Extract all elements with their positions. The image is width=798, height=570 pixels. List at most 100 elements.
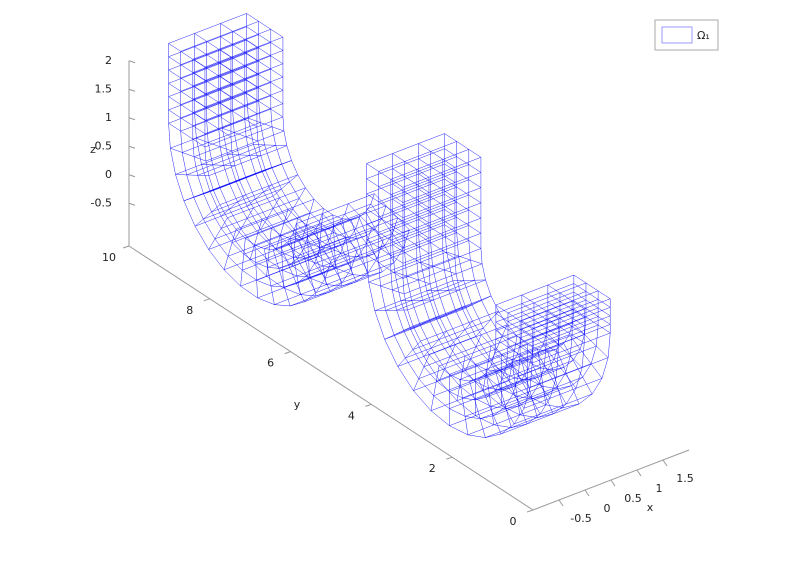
mesh-edge — [280, 234, 284, 288]
mesh-edge — [520, 316, 599, 347]
mesh-edge — [390, 194, 469, 226]
y-tick-label: 4 — [348, 409, 355, 422]
mesh-edge — [209, 180, 240, 192]
mesh-edge — [502, 348, 581, 380]
mesh-edge — [423, 336, 503, 367]
mesh-edge — [392, 183, 430, 208]
mesh-edge — [203, 188, 282, 220]
mesh-edge — [318, 223, 352, 269]
mesh-edge — [478, 378, 502, 435]
mesh-edge — [495, 313, 533, 338]
mesh-edge — [418, 234, 456, 259]
mesh-edge — [402, 248, 482, 279]
mesh-edge — [301, 199, 315, 240]
mesh-edge — [180, 47, 259, 79]
mesh-edge — [430, 365, 440, 411]
mesh-edge — [507, 316, 587, 348]
mesh-edge — [168, 39, 247, 71]
mesh-edge — [368, 281, 405, 295]
mesh-edge — [220, 36, 258, 61]
mesh-edge — [194, 204, 220, 227]
mesh-edge — [272, 174, 298, 197]
mesh-edge — [180, 61, 259, 92]
mesh-edge — [366, 224, 404, 249]
mesh-edge — [366, 239, 404, 264]
mesh-edge — [392, 244, 430, 269]
mesh-edge — [547, 293, 585, 318]
mesh-edge — [208, 219, 287, 250]
mesh-edge — [504, 368, 528, 425]
mesh-edge — [175, 174, 209, 176]
mesh-edge — [194, 46, 232, 71]
mesh-edge — [348, 203, 384, 241]
mesh-edge — [449, 361, 528, 392]
mesh-edge — [462, 367, 541, 399]
mesh-edge — [392, 168, 430, 193]
mesh-edge — [203, 163, 282, 195]
mesh-edge — [423, 331, 447, 357]
mesh-edge — [246, 93, 284, 118]
mesh-edge — [507, 291, 587, 322]
mesh-edge — [278, 238, 357, 269]
mesh-edge — [298, 239, 317, 297]
mesh-edge — [296, 193, 375, 224]
mesh-edge — [418, 173, 456, 198]
mesh-edge — [316, 228, 327, 285]
legend: Ω₁ — [654, 19, 719, 51]
mesh-edge — [521, 294, 559, 319]
mesh-edge — [253, 144, 287, 146]
mesh-edge — [366, 208, 404, 234]
x-tick-label: 0 — [604, 502, 611, 515]
mesh-edge — [485, 407, 564, 438]
mesh-edge — [296, 223, 332, 261]
z-tick — [128, 88, 136, 92]
mesh-edge — [245, 208, 324, 239]
mesh-edge — [246, 39, 284, 64]
mesh-edge — [418, 143, 456, 168]
mesh-edge — [520, 290, 599, 322]
mesh-edge — [296, 253, 375, 284]
mesh-edge — [168, 79, 247, 111]
mesh-edge — [170, 118, 249, 149]
mesh-edge — [495, 274, 574, 306]
mesh-edge — [430, 380, 510, 411]
mesh-edge — [292, 233, 326, 279]
y-tick-label: 0 — [510, 515, 517, 528]
mesh-edge — [193, 167, 272, 198]
mesh-edge — [292, 203, 371, 235]
mesh-edge — [168, 92, 247, 124]
mesh-edge — [168, 43, 206, 68]
z-tick-label: 2 — [105, 54, 112, 67]
mesh-edge — [495, 283, 574, 314]
mesh-edge — [183, 190, 214, 202]
mesh-edge — [573, 283, 611, 308]
mesh-edge — [288, 235, 367, 266]
mesh-edge — [284, 256, 363, 288]
mesh-edge — [242, 239, 321, 271]
mesh-edge — [378, 217, 457, 248]
mesh-edge — [256, 250, 335, 281]
mesh-edge — [521, 320, 559, 345]
mesh-edge — [547, 284, 585, 309]
mesh-edge — [573, 274, 611, 299]
mesh-edge — [520, 307, 599, 339]
mesh-edge — [378, 202, 457, 233]
mesh-edge — [366, 148, 445, 179]
mesh-edge — [273, 219, 352, 250]
mesh-edge — [384, 325, 414, 340]
mesh-edge — [402, 217, 482, 249]
mesh-edge — [227, 154, 261, 156]
mesh-edge — [325, 248, 404, 279]
mesh-edge — [404, 263, 483, 295]
mesh-edge — [520, 299, 599, 330]
mesh-edge — [402, 157, 482, 188]
mesh-edge — [246, 79, 284, 104]
mesh-edge — [511, 359, 521, 415]
mesh-edge — [444, 224, 482, 249]
mesh-edge — [504, 376, 583, 408]
mesh-edge — [543, 344, 577, 389]
mesh-edge — [521, 329, 559, 354]
mesh-edge — [316, 262, 395, 293]
x-tick-label: 1 — [656, 482, 663, 495]
mesh-edge — [246, 184, 272, 207]
